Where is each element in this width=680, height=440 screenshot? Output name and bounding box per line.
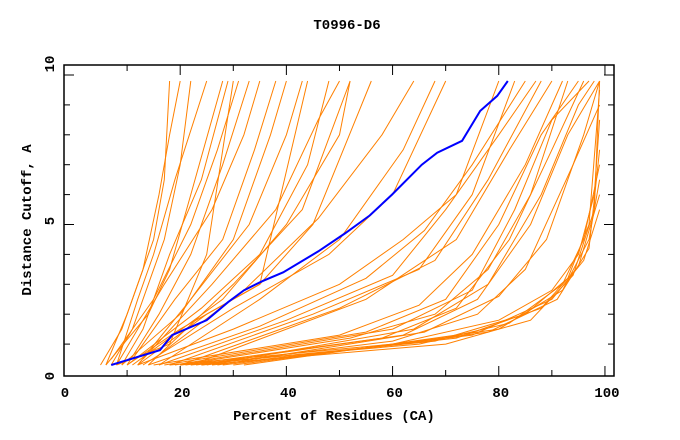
chart-title: T0996-D6 [313, 18, 380, 34]
model-curve-9 [116, 80, 261, 366]
model-curve-23 [137, 80, 500, 366]
model-curve-19 [158, 80, 436, 366]
model-curve-25 [158, 80, 537, 366]
model-curve-2 [105, 80, 181, 366]
model-curve-16 [147, 80, 351, 366]
model-curve-3 [110, 80, 192, 366]
model-curve-14 [142, 80, 340, 360]
model-curve-11 [121, 80, 287, 366]
model-curve-6 [121, 80, 229, 366]
model-curve-34 [206, 80, 595, 366]
model-curve-21 [126, 80, 309, 366]
model-curve-5 [105, 80, 224, 366]
model-curve-24 [148, 80, 526, 366]
model-curve-33 [196, 80, 601, 366]
series-layer [100, 80, 601, 366]
model-curve-37 [201, 104, 601, 366]
model-curve-44 [233, 149, 601, 366]
model-curve-10 [131, 80, 277, 360]
model-curve-26 [169, 80, 516, 366]
x-tick-label: 100 [594, 386, 619, 402]
y-tick-label: 0 [43, 372, 59, 380]
model-curve-12 [137, 80, 303, 366]
x-tick-label: 20 [174, 386, 191, 402]
model-curve-40 [190, 89, 601, 366]
x-tick-label: 60 [386, 386, 403, 402]
model-curve-8 [126, 80, 250, 366]
highlighted-model-curve [110, 80, 509, 366]
model-curve-29 [153, 80, 563, 366]
x-axis-label: Percent of Residues (CA) [233, 409, 435, 425]
axes-layer: 0 20 40 60 80 100 0 5 10 [43, 56, 620, 402]
model-curve-39 [180, 164, 601, 366]
x-tick-label: 80 [492, 386, 509, 402]
y-tick-label: 5 [43, 217, 59, 225]
y-tick-label: 10 [43, 56, 59, 73]
model-curve-15 [132, 80, 351, 366]
model-curve-22 [116, 80, 234, 366]
model-curve-20 [142, 80, 447, 366]
model-curve-31 [174, 80, 590, 366]
model-curve-41 [201, 80, 601, 366]
model-curve-45 [243, 179, 601, 366]
x-tick-label: 0 [61, 386, 69, 402]
model-curve-30 [164, 80, 579, 366]
model-curve-28 [190, 80, 553, 366]
model-curve-36 [217, 80, 601, 366]
model-curve-42 [211, 194, 601, 366]
x-tick-label: 40 [280, 386, 297, 402]
model-curve-35 [180, 80, 569, 366]
model-curve-27 [180, 80, 542, 366]
model-curve-7 [110, 80, 240, 360]
y-axis-label: Distance Cutoff, A [20, 144, 36, 296]
model-curve-4 [116, 80, 208, 366]
